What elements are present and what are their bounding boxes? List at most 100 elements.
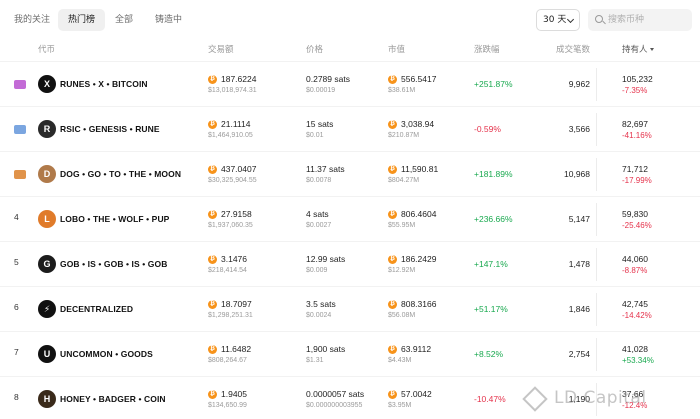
- top-bar: 我的关注 热门榜 全部 铸造中 30 天: [0, 0, 700, 40]
- price-change: +181.89%: [474, 169, 513, 179]
- trade-count: 10,968: [564, 169, 590, 179]
- volume-btc: 21.1114: [221, 119, 251, 129]
- search-icon: [595, 15, 603, 23]
- market-cap-usd: $210.87M: [388, 132, 420, 139]
- search-input[interactable]: [608, 12, 688, 28]
- price-usd: $0.009: [306, 267, 328, 274]
- trade-count: 5,147: [568, 214, 590, 224]
- coin-name[interactable]: DECENTRALIZED: [60, 304, 134, 314]
- coin-name[interactable]: LOBO • THE • WOLF • PUP: [60, 214, 170, 224]
- coin-name[interactable]: GOB • IS • GOB • IS • GOB: [60, 259, 168, 269]
- rank-number: 6: [14, 302, 19, 312]
- bitcoin-icon: ₿: [208, 255, 217, 264]
- price-sats: 4 sats: [306, 209, 329, 219]
- column-market-cap[interactable]: 市值: [388, 45, 406, 55]
- holder-change: -25.46%: [622, 221, 652, 230]
- coin-name[interactable]: RUNES • X • BITCOIN: [60, 79, 148, 89]
- market-cap-btc: 11,590.81: [401, 164, 439, 174]
- volume-btc: 18.7097: [221, 299, 252, 309]
- volume-usd: $1,464,910.05: [208, 132, 253, 139]
- price-change: +236.66%: [474, 214, 513, 224]
- table-row[interactable]: 8 H HONEY • BADGER • COIN ₿ 1.9405 $134,…: [0, 376, 700, 419]
- price-change: +8.52%: [474, 349, 504, 359]
- price-usd: $0.0027: [306, 222, 332, 229]
- volume-usd: $218,414.54: [208, 267, 247, 274]
- price-usd: $0.0024: [306, 312, 332, 319]
- table-row[interactable]: 7 U UNCOMMON • GOODS ₿ 11.6482 $808,264.…: [0, 331, 700, 376]
- market-cap-usd: $55.95M: [388, 222, 416, 229]
- column-price[interactable]: 价格: [306, 45, 324, 55]
- price-sats: 3.5 sats: [306, 299, 336, 309]
- table-row[interactable]: 2 R RSIC • GENESIS • RUNE ₿ 21.1114 $1,4…: [0, 106, 700, 151]
- holder-change: -14.42%: [622, 311, 652, 320]
- tab-minting[interactable]: 铸造中: [155, 15, 183, 25]
- medal-icon: [14, 170, 26, 179]
- holder-change: -17.99%: [622, 176, 652, 185]
- search-box[interactable]: [588, 9, 692, 31]
- volume-btc: 1.9405: [221, 389, 247, 399]
- volume-btc: 27.9158: [221, 209, 252, 219]
- volume-btc: 437.0407: [221, 164, 257, 174]
- tab-watchlist[interactable]: 我的关注: [14, 15, 51, 25]
- bitcoin-icon: ₿: [208, 120, 217, 129]
- market-cap-btc: 63.9112: [401, 344, 432, 354]
- holder-count: 105,232: [622, 74, 653, 84]
- bitcoin-icon: ₿: [388, 255, 397, 264]
- market-cap-btc: 186.2429: [401, 254, 437, 264]
- price-change: +51.17%: [474, 304, 508, 314]
- watermark-text: LD Capital: [554, 388, 647, 408]
- table-row[interactable]: 6 ⚡ DECENTRALIZED ₿ 18.7097 $1,298,251.3…: [0, 286, 700, 331]
- column-change[interactable]: 涨跌幅: [474, 45, 500, 55]
- coin-avatar: L: [38, 210, 56, 228]
- market-cap-usd: $804.27M: [388, 177, 420, 184]
- volume-usd: $30,325,904.55: [208, 177, 257, 184]
- bitcoin-icon: ₿: [388, 300, 397, 309]
- column-coin: 代币: [38, 45, 56, 55]
- coin-name[interactable]: HONEY • BADGER • COIN: [60, 394, 166, 404]
- bitcoin-icon: ₿: [208, 210, 217, 219]
- rank-number: 4: [14, 212, 19, 222]
- holder-count: 82,697: [622, 119, 648, 129]
- column-divider: [596, 113, 597, 146]
- coin-avatar: ⚡: [38, 300, 56, 318]
- column-volume[interactable]: 交易额: [208, 45, 234, 55]
- table-row[interactable]: 4 L LOBO • THE • WOLF • PUP ₿ 27.9158 $1…: [0, 196, 700, 241]
- table-row[interactable]: 5 G GOB • IS • GOB • IS • GOB ₿ 3.1476 $…: [0, 241, 700, 286]
- holder-count: 59,830: [622, 209, 648, 219]
- column-divider: [596, 338, 597, 371]
- bitcoin-icon: ₿: [208, 75, 217, 84]
- volume-btc: 3.1476: [221, 254, 247, 264]
- bitcoin-icon: ₿: [208, 390, 217, 399]
- bitcoin-icon: ₿: [208, 165, 217, 174]
- market-cap-btc: 808.3166: [401, 299, 437, 309]
- bitcoin-icon: ₿: [388, 390, 397, 399]
- coin-avatar: R: [38, 120, 56, 138]
- holder-change: -8.87%: [622, 266, 648, 275]
- volume-btc: 11.6482: [221, 344, 252, 354]
- price-usd: $0.0078: [306, 177, 332, 184]
- chevron-down-icon: [566, 15, 575, 24]
- table-row[interactable]: 1 X RUNES • X • BITCOIN ₿ 187.6224 $13,0…: [0, 61, 700, 106]
- watermark: LD Capital: [522, 386, 700, 412]
- table-row[interactable]: 3 D DOG • GO • TO • THE • MOON ₿ 437.040…: [0, 151, 700, 196]
- column-trades[interactable]: 成交笔数: [555, 45, 590, 55]
- rank-number: 5: [14, 257, 19, 267]
- trade-count: 1,846: [568, 304, 590, 314]
- period-select[interactable]: 30 天: [536, 9, 580, 31]
- coin-avatar: H: [38, 390, 56, 408]
- holder-change: -7.35%: [622, 86, 648, 95]
- coin-name[interactable]: UNCOMMON • GOODS: [60, 349, 153, 359]
- holder-count: 71,712: [622, 164, 648, 174]
- trade-count: 3,566: [568, 124, 590, 134]
- price-sats: 0.0000057 sats: [306, 389, 365, 399]
- coin-avatar: X: [38, 75, 56, 93]
- tab-all[interactable]: 全部: [115, 15, 134, 25]
- coin-name[interactable]: RSIC • GENESIS • RUNE: [60, 124, 160, 134]
- volume-usd: $134,650.99: [208, 402, 247, 409]
- bitcoin-icon: ₿: [388, 345, 397, 354]
- coin-name[interactable]: DOG • GO • TO • THE • MOON: [60, 169, 182, 179]
- market-cap-btc: 3,038.94: [401, 119, 435, 129]
- tab-hot-list[interactable]: 热门榜: [58, 9, 106, 31]
- volume-usd: $1,937,060.35: [208, 222, 253, 229]
- column-holders[interactable]: 持有人: [622, 43, 654, 55]
